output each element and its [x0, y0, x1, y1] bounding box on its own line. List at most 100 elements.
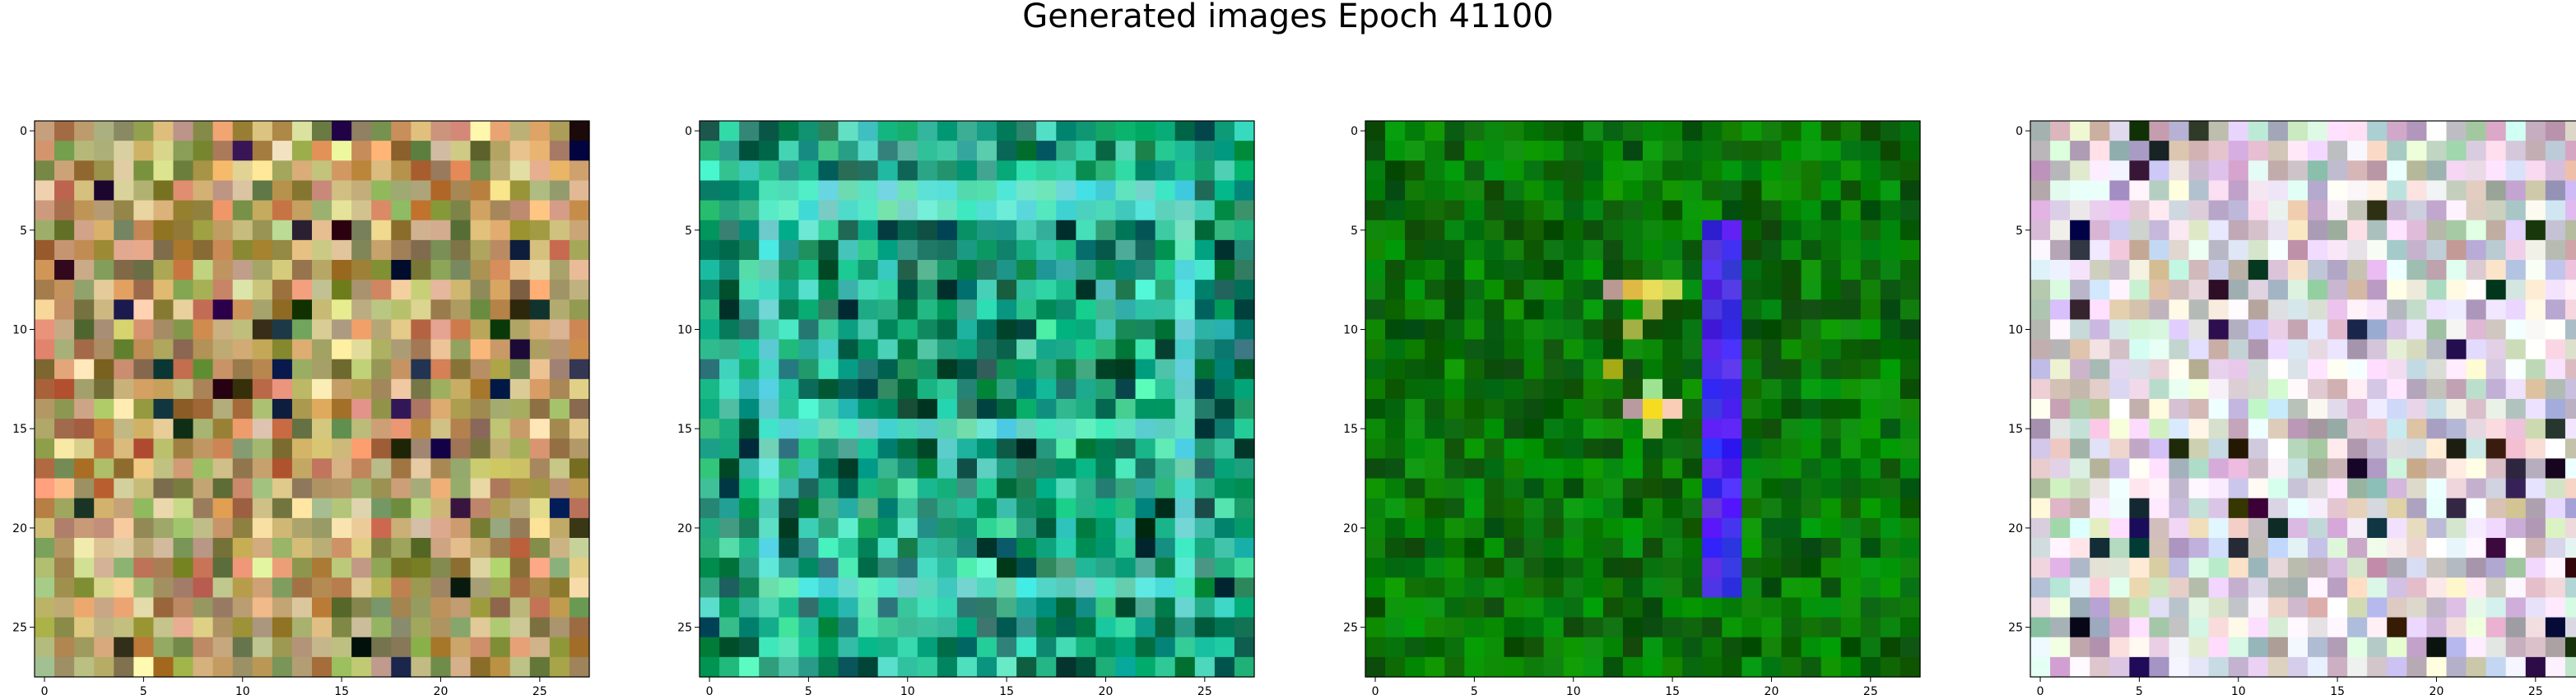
pixel-cell: [1781, 597, 1802, 619]
pixel-cell: [838, 498, 859, 519]
pixel-cell: [2109, 617, 2130, 638]
pixel-cell: [529, 180, 551, 202]
pixel-cell: [2347, 319, 2368, 341]
y-tick-label: 5: [2016, 225, 2023, 238]
pixel-cell: [2347, 577, 2368, 599]
pixel-cell: [2308, 319, 2328, 341]
pixel-cell: [1036, 319, 1057, 341]
pixel-cell: [937, 656, 958, 678]
pixel-cell: [1214, 498, 1235, 519]
pixel-cell: [232, 339, 253, 360]
pixel-cell: [739, 597, 760, 619]
pixel-cell: [1095, 399, 1117, 419]
pixel-cell: [1444, 200, 1465, 221]
pixel-cell: [977, 458, 997, 480]
pixel-cell: [569, 378, 590, 400]
pixel-cell: [700, 538, 720, 558]
pixel-cell: [2387, 617, 2407, 638]
pixel-cell: [798, 498, 820, 519]
pixel-cell: [1484, 597, 1505, 619]
pixel-cell: [2406, 458, 2428, 480]
pixel-cell: [430, 260, 452, 280]
pixel-cell: [74, 478, 95, 499]
pixel-cell: [2367, 617, 2388, 638]
pixel-cell: [1155, 617, 1176, 638]
pixel-cell: [2050, 220, 2071, 241]
y-tick-label: 20: [12, 522, 27, 535]
pixel-cell: [700, 656, 720, 678]
pixel-cell: [1643, 498, 1663, 519]
pixel-cell: [739, 359, 760, 380]
pixel-cell: [1899, 558, 1921, 578]
pixel-cell: [2129, 399, 2151, 419]
pixel-cell: [2347, 121, 2368, 141]
pixel-cell: [1583, 399, 1604, 419]
pixel-cell: [917, 656, 938, 678]
pixel-cell: [2030, 478, 2051, 499]
pixel-cell: [1801, 399, 1822, 419]
pixel-cell: [700, 359, 720, 380]
pixel-cell: [1234, 617, 1255, 638]
pixel-cell: [2030, 458, 2051, 480]
pixel-cell: [54, 517, 75, 539]
pixel-cell: [1801, 517, 1822, 539]
pixel-cell: [1702, 260, 1723, 280]
pixel-cell: [1741, 378, 1763, 400]
pixel-cell: [1174, 180, 1196, 202]
pixel-cell: [2347, 260, 2368, 280]
pixel-cell: [173, 160, 194, 182]
pixel-cell: [1643, 399, 1663, 419]
pixel-cell: [2426, 180, 2448, 202]
pixel-cell: [1860, 160, 1881, 182]
pixel-cell: [2109, 280, 2130, 300]
pixel-cell: [74, 239, 95, 261]
pixel-cell: [2466, 220, 2487, 241]
pixel-cell: [54, 399, 75, 419]
pixel-cell: [2090, 121, 2110, 141]
pixel-cell: [1801, 141, 1822, 161]
pixel-cell: [153, 141, 174, 161]
pixel-cell: [937, 180, 958, 202]
pixel-cell: [2169, 637, 2190, 658]
pixel-cell: [997, 458, 1017, 480]
pixel-cell: [1405, 299, 1425, 321]
pixel-cell: [1444, 180, 1465, 202]
pixel-cell: [2169, 280, 2190, 300]
pixel-cell: [1860, 419, 1881, 439]
pixel-cell: [312, 339, 332, 360]
pixel-cell: [232, 299, 253, 321]
pixel-cell: [997, 160, 1017, 182]
pixel-cell: [838, 419, 859, 439]
pixel-cell: [2090, 617, 2110, 638]
pixel-cell: [1820, 378, 1842, 400]
pixel-cell: [1860, 538, 1881, 558]
pixel-cell: [1076, 359, 1097, 380]
pixel-cell: [252, 498, 273, 519]
pixel-cell: [94, 458, 114, 480]
pixel-cell: [1761, 260, 1783, 280]
pixel-cell: [2248, 260, 2269, 280]
pixel-cell: [2525, 220, 2546, 241]
pixel-cell: [1543, 260, 1565, 280]
pixel-cell: [1234, 378, 1255, 400]
pixel-cell: [1036, 498, 1057, 519]
pixel-cell: [470, 260, 491, 280]
pixel-cell: [2446, 121, 2467, 141]
pixel-cell: [1194, 458, 1216, 480]
pixel-cell: [2267, 438, 2289, 460]
pixel-cell: [2545, 141, 2566, 161]
pixel-cell: [1781, 419, 1802, 439]
pixel-grid: [700, 121, 1255, 678]
pixel-cell: [232, 597, 253, 619]
pixel-cell: [1899, 180, 1921, 202]
pixel-cell: [1860, 558, 1881, 578]
pixel-cell: [739, 617, 760, 638]
pixel-cell: [569, 458, 590, 480]
pixel-cell: [2149, 260, 2170, 280]
pixel-cell: [2287, 419, 2309, 439]
pixel-cell: [1174, 378, 1196, 400]
pixel-cell: [232, 478, 253, 499]
pixel-cell: [450, 597, 472, 619]
pixel-cell: [470, 280, 491, 300]
pixel-cell: [2030, 141, 2051, 161]
